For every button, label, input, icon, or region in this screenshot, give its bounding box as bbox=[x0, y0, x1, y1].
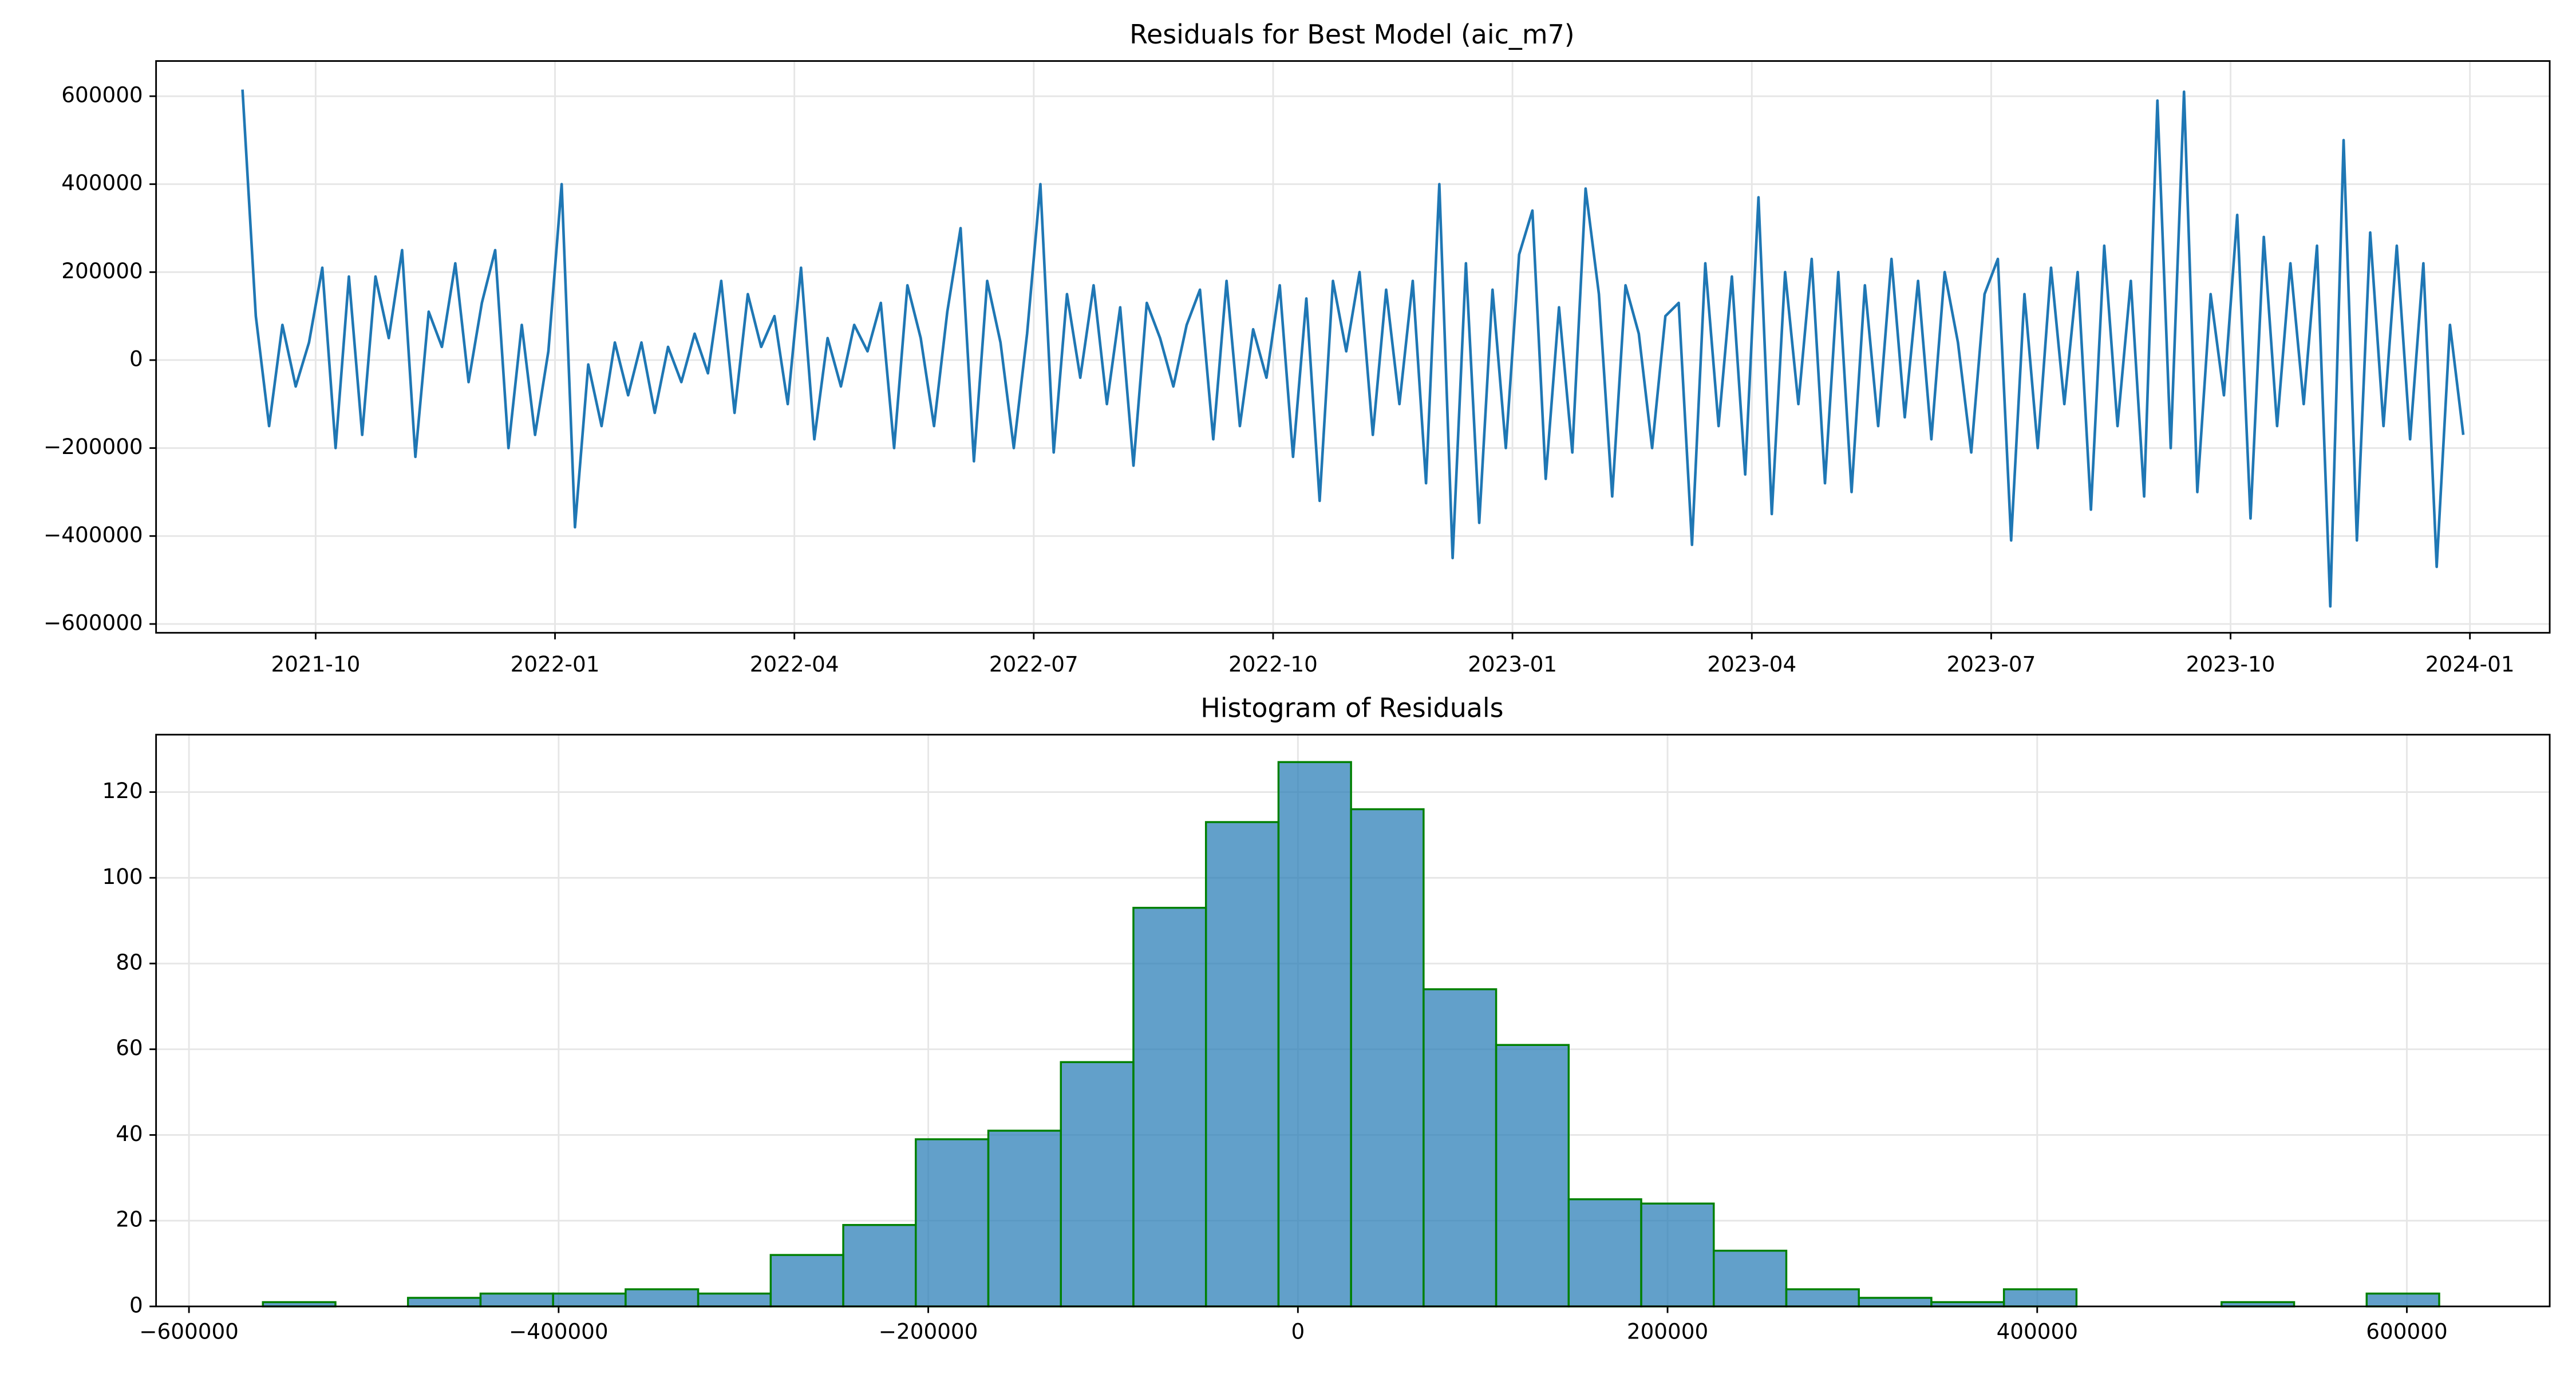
histogram-bar bbox=[1277, 761, 1352, 1308]
y-tick-label: 0 bbox=[129, 346, 143, 371]
x-tick-label: 600000 bbox=[2366, 1318, 2447, 1344]
y-tick-label: 120 bbox=[102, 778, 143, 803]
y-tick-label: −600000 bbox=[44, 610, 143, 635]
histogram-bar bbox=[842, 1223, 917, 1308]
x-tick-label: 2021-10 bbox=[271, 652, 360, 677]
y-tick-label: 600000 bbox=[61, 82, 143, 108]
histogram-bar bbox=[1060, 1061, 1135, 1308]
x-tick-label: 2024-01 bbox=[2425, 652, 2515, 677]
histogram-bar bbox=[915, 1138, 990, 1308]
x-tick-label: 2022-01 bbox=[511, 652, 600, 677]
y-tick-label: 200000 bbox=[61, 258, 143, 283]
histogram-bar bbox=[2365, 1292, 2440, 1308]
histogram-bar bbox=[1713, 1249, 1788, 1308]
y-tick-label: −200000 bbox=[44, 434, 143, 459]
x-tick-label: 0 bbox=[1291, 1318, 1305, 1344]
x-tick-label: −400000 bbox=[509, 1318, 609, 1344]
chart-title: Residuals for Best Model (aic_m7) bbox=[1129, 19, 1575, 50]
histogram-bar bbox=[1350, 808, 1425, 1308]
y-tick-label: 80 bbox=[116, 950, 143, 975]
histogram-bar bbox=[1785, 1288, 1860, 1308]
x-tick-label: 2022-04 bbox=[750, 652, 839, 677]
histogram-bar bbox=[2002, 1288, 2078, 1308]
x-tick-label: 2023-04 bbox=[1707, 652, 1796, 677]
x-tick-label: 2023-07 bbox=[1946, 652, 2036, 677]
histogram-bar bbox=[1132, 906, 1207, 1308]
histogram-bar bbox=[479, 1292, 554, 1308]
y-tick-label: 100 bbox=[102, 864, 143, 889]
histogram-bar bbox=[697, 1292, 772, 1308]
residual-line bbox=[241, 89, 2465, 608]
y-tick-label: 40 bbox=[116, 1121, 143, 1146]
histogram-bar bbox=[552, 1292, 627, 1308]
histogram-bar bbox=[769, 1254, 844, 1308]
histogram-bar bbox=[1495, 1044, 1570, 1308]
x-tick-label: −200000 bbox=[879, 1318, 978, 1344]
histogram-bar bbox=[1204, 821, 1280, 1308]
y-tick-label: −400000 bbox=[44, 522, 143, 547]
histogram-bar bbox=[406, 1297, 482, 1308]
histogram-bar bbox=[1567, 1198, 1642, 1308]
plot-frame bbox=[155, 60, 2551, 634]
x-tick-label: 400000 bbox=[1997, 1318, 2078, 1344]
x-tick-label: 2023-10 bbox=[2186, 652, 2275, 677]
y-tick-label: 0 bbox=[129, 1292, 143, 1317]
histogram-bar bbox=[1423, 988, 1498, 1308]
plot-frame bbox=[155, 733, 2551, 1308]
x-tick-label: −600000 bbox=[139, 1318, 239, 1344]
x-tick-label: 2022-10 bbox=[1228, 652, 1318, 677]
x-tick-label: 2022-07 bbox=[989, 652, 1078, 677]
y-tick-label: 400000 bbox=[61, 170, 143, 195]
histogram-bar bbox=[987, 1130, 1062, 1308]
y-tick-label: 20 bbox=[116, 1207, 143, 1232]
x-tick-label: 2023-01 bbox=[1468, 652, 1557, 677]
x-tick-label: 200000 bbox=[1627, 1318, 1708, 1344]
chart-title: Histogram of Residuals bbox=[1200, 693, 1503, 724]
histogram-bar bbox=[625, 1288, 700, 1308]
y-tick-label: 60 bbox=[116, 1035, 143, 1060]
histogram-bar bbox=[1640, 1202, 1715, 1308]
histogram-bar bbox=[1858, 1297, 1933, 1308]
